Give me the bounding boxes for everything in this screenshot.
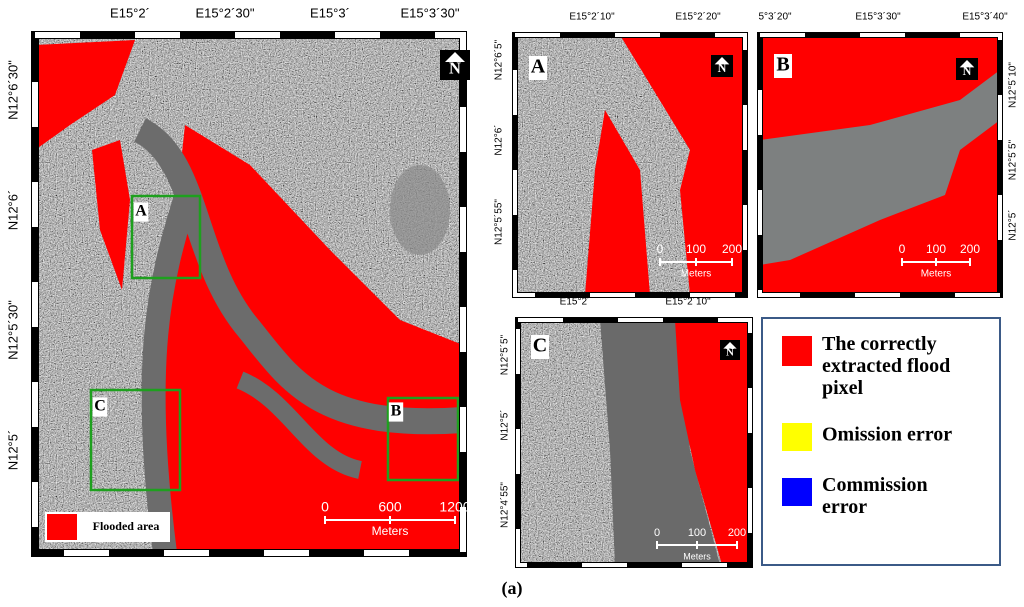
coord-label: E15°2´10" — [665, 296, 711, 308]
caption: (a) — [502, 578, 523, 599]
north-arrow — [720, 340, 740, 360]
coord-label: E15°2´20" — [675, 11, 721, 23]
legend-swatch — [782, 336, 812, 366]
panel-a-map — [515, 35, 745, 295]
scale-label: 0 — [321, 499, 329, 515]
north-label: N — [963, 64, 972, 78]
north-arrow — [445, 52, 465, 62]
legend-item: Omission error — [822, 424, 952, 446]
coord-label: E15°2´ — [560, 296, 591, 308]
coord-label: N12°5´ — [5, 430, 20, 471]
coord-label: N12°5´5" — [499, 334, 511, 375]
map-frame — [516, 318, 752, 567]
coord-label: E15°3´30" — [855, 11, 901, 23]
coord-label: E15°3´30" — [401, 5, 460, 20]
coord-label: N12°6´30" — [5, 60, 20, 120]
box-label: A — [531, 56, 546, 78]
coord-label: E15°3´ — [310, 5, 350, 20]
coord-label: N12°5´30" — [5, 300, 20, 360]
north-arrow — [956, 58, 978, 80]
coord-label: N12°6´5" — [493, 39, 505, 80]
box-label: A — [135, 203, 147, 220]
scale-label: 0 — [899, 242, 906, 256]
box-label-bg — [529, 56, 547, 80]
coord-label: E15°2´30" — [196, 5, 255, 20]
scale-label: 200 — [722, 242, 742, 256]
coord-label: N12°5´ — [1007, 209, 1019, 240]
map-frame — [758, 33, 1002, 297]
scale-unit: Meters — [372, 524, 409, 538]
north-arrow — [959, 60, 975, 68]
scale-label: 1200 — [439, 499, 470, 515]
scale-label: 600 — [378, 499, 402, 515]
legend-swatch — [782, 423, 812, 451]
scale-label: 200 — [960, 242, 980, 256]
box-label: C — [94, 398, 106, 415]
scale-label: 100 — [688, 527, 706, 539]
coord-label: N12°5´ — [499, 409, 511, 440]
coord-label: E15°2´ — [110, 5, 150, 20]
panel-c-map — [518, 320, 750, 565]
box-label-bg — [133, 202, 149, 222]
scale-label: 0 — [657, 242, 664, 256]
legend-label: Flooded area — [93, 519, 160, 533]
main-map — [35, 35, 463, 553]
north-arrow — [723, 342, 737, 349]
scale-unit: Meters — [681, 269, 712, 280]
north-arrow — [714, 57, 730, 65]
box-label-bg — [388, 402, 404, 422]
scale-label: 100 — [926, 242, 946, 256]
map-frame — [513, 33, 747, 297]
legend-item: The correctly extracted flood pixel — [822, 333, 950, 399]
scale-unit: Meters — [921, 269, 952, 280]
coord-label: N12°6´ — [5, 190, 20, 231]
coord-label: E15°2´10" — [569, 11, 615, 23]
scale-label: 200 — [728, 527, 746, 539]
coord-label: N12°5´10" — [1007, 62, 1019, 108]
box-label: B — [391, 403, 402, 420]
coord-label: N12°5´55" — [493, 199, 505, 245]
legend-item: Commission error — [822, 474, 928, 518]
map-frame — [32, 32, 466, 556]
box-label: B — [776, 54, 789, 76]
north-label: N — [726, 347, 734, 359]
legend-swatch — [782, 478, 812, 506]
coord-label: N12°5´5" — [1007, 139, 1019, 180]
coord-label: N12°4´55" — [499, 482, 511, 528]
box-label: C — [533, 335, 547, 357]
scale-label: 100 — [686, 242, 706, 256]
north-label: N — [449, 58, 461, 77]
scale-unit: Meters — [683, 551, 711, 561]
coord-label: N12°6´ — [493, 124, 505, 155]
coord-label: E15°3´40" — [962, 11, 1008, 23]
north-label: N — [718, 61, 727, 75]
coord-label: 5°3´20" — [758, 11, 792, 23]
box-label-bg — [92, 397, 108, 417]
box-label-bg — [531, 335, 549, 359]
scale-label: 0 — [654, 527, 660, 539]
north-arrow — [711, 55, 733, 77]
box-label-bg — [774, 54, 792, 78]
